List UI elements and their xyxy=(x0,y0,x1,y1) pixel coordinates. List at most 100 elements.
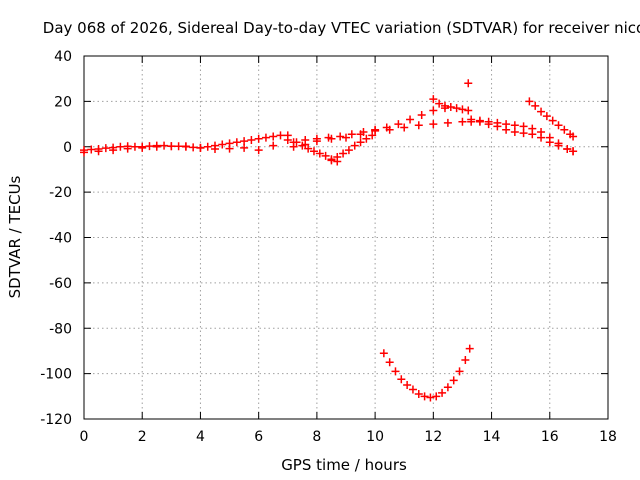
data-point xyxy=(429,120,438,129)
series-arc-late xyxy=(525,97,578,141)
data-point xyxy=(368,131,377,140)
data-point xyxy=(101,144,110,153)
data-point xyxy=(391,367,400,376)
series-arc-mid xyxy=(289,117,476,151)
y-tick-label: -60 xyxy=(49,276,72,292)
x-tick-label: 8 xyxy=(312,429,321,445)
data-point xyxy=(440,101,449,110)
data-point xyxy=(435,99,444,108)
data-point xyxy=(464,79,473,88)
data-point xyxy=(525,97,534,106)
data-point xyxy=(461,356,470,365)
data-point xyxy=(254,134,263,143)
data-point xyxy=(429,106,438,115)
series-outlier xyxy=(464,79,473,88)
data-point xyxy=(123,144,132,153)
y-tick-labels: -120 -100 -80 -60 -40 -20 0 20 40 xyxy=(40,49,72,428)
data-point xyxy=(109,146,118,155)
data-point xyxy=(531,101,540,110)
y-axis-label: SDTVAR / TECUs xyxy=(6,175,24,298)
data-point xyxy=(261,133,270,142)
data-point xyxy=(475,117,484,126)
data-point xyxy=(218,140,227,149)
data-point xyxy=(240,143,249,152)
data-point xyxy=(414,121,423,130)
data-point xyxy=(371,126,380,135)
data-point xyxy=(560,125,569,134)
data-point xyxy=(542,112,551,121)
data-point xyxy=(455,367,464,376)
data-point xyxy=(327,134,336,143)
data-point xyxy=(283,135,292,144)
x-axis-label: GPS time / hours xyxy=(281,456,407,474)
axis-ticks xyxy=(83,55,609,420)
data-point xyxy=(510,121,519,130)
data-point xyxy=(446,103,455,112)
data-point xyxy=(554,141,563,150)
data-point xyxy=(289,142,298,151)
data-point xyxy=(315,149,324,158)
x-tick-label: 16 xyxy=(541,429,559,445)
data-point xyxy=(339,149,348,158)
data-point xyxy=(420,392,429,401)
data-point xyxy=(336,132,345,141)
data-point xyxy=(449,376,458,385)
data-point xyxy=(130,142,139,151)
data-point xyxy=(443,118,452,127)
data-point xyxy=(116,142,125,151)
data-point xyxy=(232,138,241,147)
data-point xyxy=(327,156,336,165)
data-point xyxy=(400,123,409,132)
data-point xyxy=(510,128,519,137)
data-point xyxy=(309,147,318,156)
data-point xyxy=(94,147,103,156)
data-point xyxy=(225,144,234,153)
data-point xyxy=(344,146,353,155)
data-point xyxy=(304,144,313,153)
data-point xyxy=(432,392,441,401)
data-point xyxy=(554,121,563,130)
y-tick-label: -80 xyxy=(49,321,72,337)
y-tick-label: 0 xyxy=(63,140,72,156)
y-tick-label: 20 xyxy=(54,94,72,110)
data-point xyxy=(452,104,461,113)
x-tick-label: 0 xyxy=(80,429,89,445)
data-point xyxy=(426,393,435,402)
data-point xyxy=(342,133,350,142)
data-point xyxy=(301,140,310,149)
x-tick-label: 6 xyxy=(254,429,263,445)
data-point xyxy=(385,358,394,367)
y-tick-label: 40 xyxy=(54,49,72,65)
data-point xyxy=(350,141,359,150)
series-arc-dip-b xyxy=(327,131,377,165)
data-point xyxy=(443,383,452,392)
x-tick-label: 18 xyxy=(599,429,617,445)
data-point xyxy=(429,95,438,104)
data-point xyxy=(493,122,502,131)
data-point xyxy=(276,131,285,140)
data-point xyxy=(138,143,147,152)
y-tick-label: -40 xyxy=(49,231,72,247)
series-arc-descend-b xyxy=(475,117,578,156)
x-tick-label: 10 xyxy=(366,429,384,445)
data-point xyxy=(537,107,546,116)
x-tick-label: 12 xyxy=(424,429,442,445)
data-point xyxy=(408,385,417,394)
data-point xyxy=(362,134,371,143)
data-point xyxy=(181,142,190,151)
data-points xyxy=(80,79,578,402)
gridlines xyxy=(84,56,608,419)
data-point xyxy=(385,125,394,134)
data-point xyxy=(269,132,278,141)
data-point xyxy=(406,115,415,124)
x-tick-label: 2 xyxy=(138,429,147,445)
data-point xyxy=(458,105,467,114)
data-point xyxy=(240,137,249,146)
data-point xyxy=(321,151,330,160)
data-point xyxy=(80,148,88,157)
data-point xyxy=(269,141,278,150)
y-tick-label: -120 xyxy=(40,412,72,428)
data-point xyxy=(464,106,473,115)
